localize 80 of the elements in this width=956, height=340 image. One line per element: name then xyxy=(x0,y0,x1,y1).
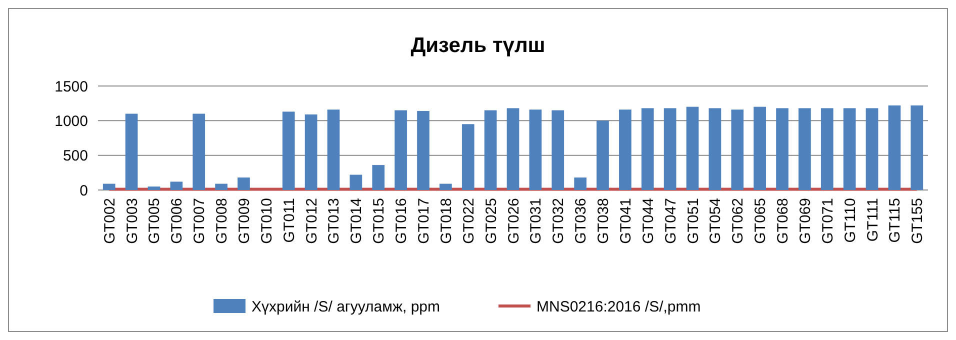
bar xyxy=(820,108,834,190)
x-tick-label: GT068 xyxy=(774,198,792,244)
bar xyxy=(596,120,609,190)
x-tick-label: GT041 xyxy=(617,198,634,244)
bar xyxy=(529,110,542,190)
bar xyxy=(910,105,924,190)
y-tick-label: 0 xyxy=(80,182,88,200)
x-tick-label: GT110 xyxy=(842,198,859,243)
bar xyxy=(417,110,430,190)
bar xyxy=(754,106,766,190)
bar xyxy=(708,108,722,190)
bar xyxy=(215,184,228,190)
x-tick-label: GT009 xyxy=(236,198,253,244)
bar xyxy=(102,184,116,190)
x-tick-label: GT017 xyxy=(415,198,432,244)
bar xyxy=(843,108,856,190)
bar xyxy=(731,110,744,190)
bar xyxy=(440,184,452,190)
x-tick-label: GT062 xyxy=(730,198,747,244)
bar xyxy=(148,186,160,190)
x-tick-label: GT012 xyxy=(303,198,320,244)
x-tick-label: GT047 xyxy=(662,198,680,244)
x-tick-label: GT044 xyxy=(640,198,657,244)
y-tick-label: 1000 xyxy=(54,112,88,130)
x-tick-label: GT051 xyxy=(684,198,702,244)
bar xyxy=(888,105,901,190)
x-tick-label: GT111 xyxy=(864,198,882,242)
x-tick-label: GT038 xyxy=(595,198,612,244)
bar xyxy=(170,182,183,190)
x-tick-label: GT006 xyxy=(168,198,186,244)
legend-label: Хүхрийн /S/ агууламж, ppm xyxy=(252,298,440,316)
x-tick-label: GT032 xyxy=(550,198,568,244)
x-tick-label: GT018 xyxy=(438,198,455,244)
bar xyxy=(619,110,632,190)
x-tick-label: GT054 xyxy=(707,198,724,244)
bar xyxy=(686,106,699,190)
x-tick-label: GT015 xyxy=(370,198,388,244)
legend-label: MNS0216:2016 /S/,pmm xyxy=(536,298,701,316)
bar xyxy=(350,174,362,190)
x-tick-label: GT007 xyxy=(191,198,208,244)
x-tick-label: GT014 xyxy=(348,198,366,244)
bar xyxy=(776,108,788,190)
bar xyxy=(192,114,206,190)
x-tick-label: GT069 xyxy=(796,198,814,244)
bar xyxy=(664,108,676,190)
bar xyxy=(641,108,654,190)
bar xyxy=(552,110,564,190)
y-tick-label: 500 xyxy=(62,148,88,165)
x-tick-label: GT025 xyxy=(482,198,500,244)
x-tick-label: GT065 xyxy=(752,198,770,244)
chart-title: Дизель түлш xyxy=(410,34,546,57)
x-tick-label: GT003 xyxy=(124,198,141,244)
bar xyxy=(484,110,497,190)
x-tick-label: GT026 xyxy=(505,198,522,244)
x-tick-label: GT010 xyxy=(258,198,276,244)
bar xyxy=(798,108,811,190)
bar xyxy=(574,178,586,190)
x-tick-label: GT115 xyxy=(886,198,904,243)
bar xyxy=(462,124,474,190)
x-tick-label: GT036 xyxy=(572,198,590,244)
bar xyxy=(866,108,878,190)
y-tick-label: 1500 xyxy=(54,78,88,96)
bar xyxy=(304,114,318,190)
x-tick-label: GT155 xyxy=(909,198,926,244)
bar xyxy=(125,114,138,190)
x-tick-label: GT002 xyxy=(101,198,118,244)
bar xyxy=(282,112,295,190)
bar xyxy=(327,110,340,190)
bar xyxy=(372,165,385,190)
x-tick-label: GT013 xyxy=(326,198,343,244)
bar xyxy=(506,108,520,190)
bar xyxy=(238,178,250,190)
x-tick-label: GT031 xyxy=(528,198,545,244)
x-tick-label: GT022 xyxy=(460,198,478,244)
x-tick-label: GT008 xyxy=(214,198,231,244)
x-tick-label: GT016 xyxy=(393,198,410,244)
x-tick-label: GT071 xyxy=(819,198,836,244)
bar xyxy=(394,110,407,190)
x-tick-label: GT011 xyxy=(280,198,298,243)
x-tick-label: GT005 xyxy=(146,198,164,244)
